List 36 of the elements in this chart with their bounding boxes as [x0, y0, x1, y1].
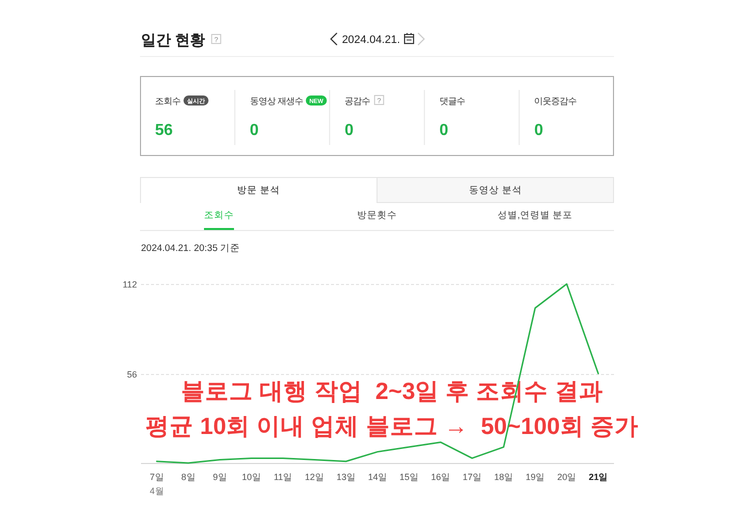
x-tick: 10일	[242, 472, 261, 482]
subtab-label: 조회수	[204, 210, 234, 221]
x-tick: 11일	[274, 472, 292, 482]
subtitle: 2024.04.21. 20:35 기준	[141, 243, 240, 254]
card-value: 56	[155, 122, 173, 139]
card-value: 0	[534, 122, 544, 139]
card-label: 이웃증감수	[534, 96, 577, 106]
title: 일간 현황	[141, 32, 206, 49]
x-tick: 12일	[304, 472, 324, 482]
card-value: 0	[250, 122, 259, 139]
x-tick: 14일	[368, 472, 387, 482]
subtitle: 2024.04.21.	[342, 34, 400, 46]
x-tick: 19일	[526, 472, 545, 482]
card-value: 0	[439, 122, 448, 139]
x-tick: 7일	[150, 472, 164, 482]
x-tick: 18일	[494, 472, 514, 482]
card-label: 조회수	[155, 96, 180, 106]
subtab-label: 방문횟수	[357, 210, 397, 221]
subtab-label: 성별,연령별 분포	[497, 210, 573, 221]
x-tick: 9일	[212, 472, 227, 482]
x-tick: 15일	[400, 472, 419, 482]
x-tick: 21일	[588, 472, 608, 482]
card-label: 댓글수	[439, 96, 465, 106]
x-tick: 8일	[181, 472, 196, 482]
tab-label: 동영상 분석	[469, 185, 522, 196]
card-value: 0	[344, 122, 354, 139]
x-tick: 20일	[557, 472, 576, 482]
y-tick: 56	[126, 370, 137, 380]
y-tick: 112	[122, 280, 137, 290]
x-tick: 16일	[431, 472, 450, 482]
card-label: 동영상 재생수	[250, 96, 303, 106]
x-tick: 17일	[462, 472, 482, 482]
annotation: 4월	[150, 486, 164, 496]
x-tick: 13일	[336, 472, 356, 482]
card-label: 공감수	[344, 96, 370, 106]
tab-label: 방문 분석	[237, 185, 280, 196]
